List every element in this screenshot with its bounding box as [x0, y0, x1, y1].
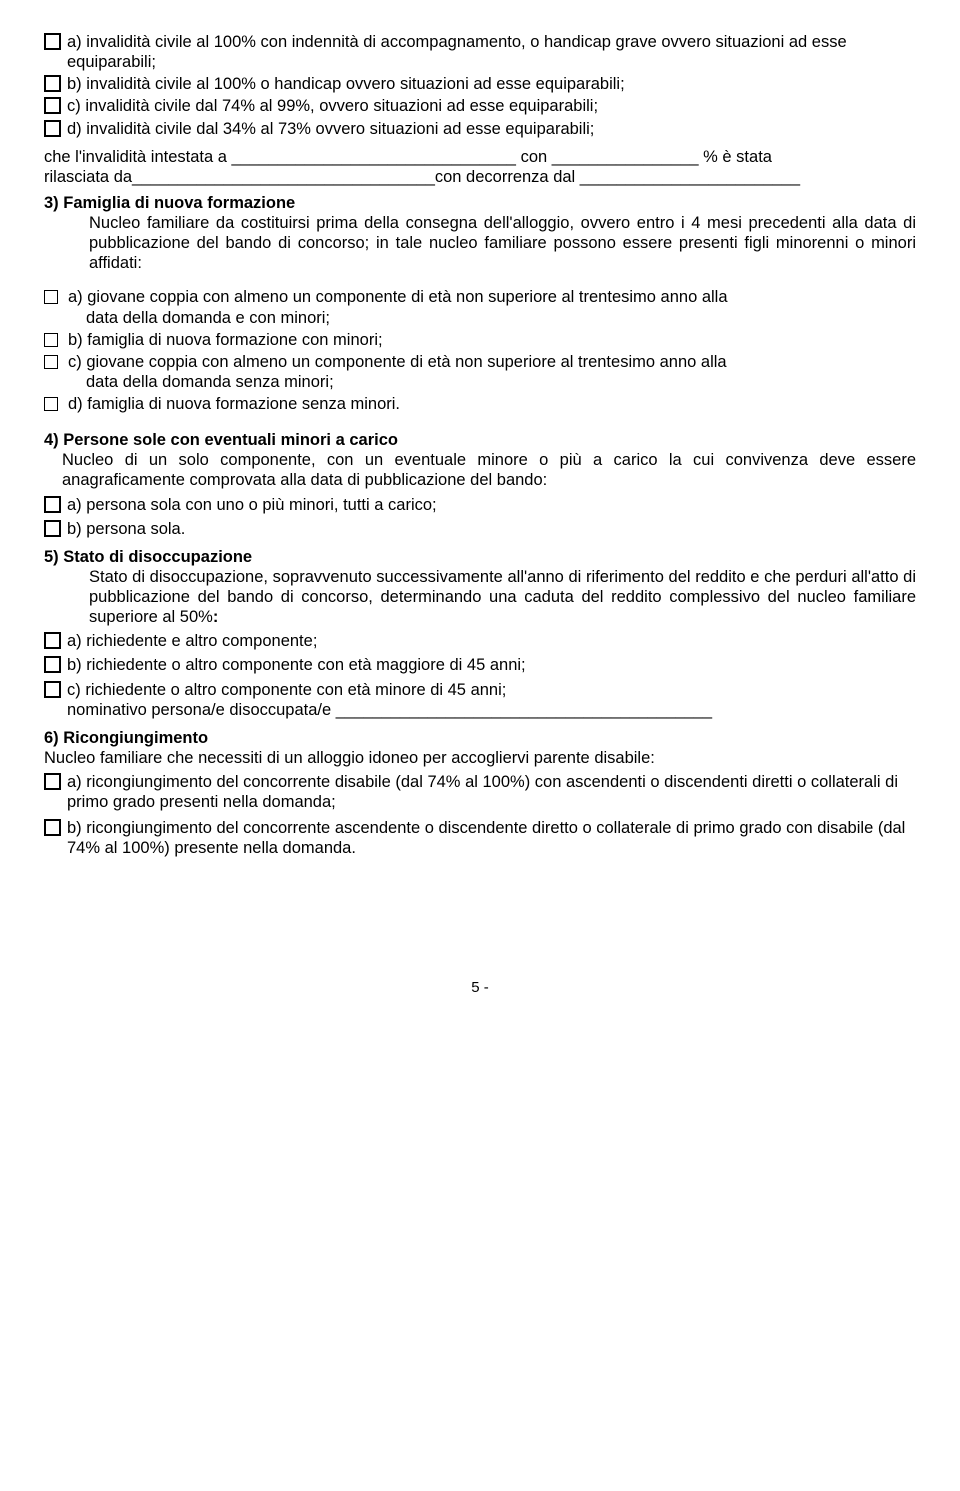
fill-line: nominativo persona/e disoccupata/e _____…: [67, 700, 916, 720]
checkbox-row: b) richiedente o altro componente con et…: [44, 655, 916, 675]
option-text: b) invalidità civile al 100% o handicap …: [67, 75, 625, 93]
checkbox-row: d) invalidità civile dal 34% al 73% ovve…: [44, 119, 916, 139]
option-text-cont: data della domanda senza minori;: [68, 372, 916, 392]
checkbox-row: a) richiedente e altro componente;: [44, 631, 916, 651]
option-text: c) giovane coppia con almeno un componen…: [68, 352, 916, 372]
checkbox[interactable]: [44, 120, 61, 137]
option-text: a) richiedente e altro componente;: [67, 632, 317, 650]
checkbox[interactable]: [44, 333, 58, 347]
section-title: 5) Stato di disoccupazione: [44, 547, 916, 567]
checkbox-row: a) ricongiungimento del concorrente disa…: [44, 772, 916, 812]
option-text: c) richiedente o altro componente con et…: [67, 680, 916, 700]
checkbox[interactable]: [44, 496, 61, 513]
checkbox[interactable]: [44, 656, 61, 673]
checkbox[interactable]: [44, 290, 58, 304]
option-text: a) invalidità civile al 100% con indenni…: [67, 33, 847, 71]
option-text: b) famiglia di nuova formazione con mino…: [68, 331, 383, 349]
option-text: c) invalidità civile dal 74% al 99%, ovv…: [67, 97, 598, 115]
section-desc: Stato di disoccupazione, sopravvenuto su…: [44, 567, 916, 627]
section-title: 4) Persone sole con eventuali minori a c…: [44, 430, 916, 450]
checkbox-row: b) famiglia di nuova formazione con mino…: [44, 330, 916, 350]
section-desc: Nucleo di un solo componente, con un eve…: [44, 450, 916, 490]
section-title: 6) Ricongiungimento: [44, 728, 916, 748]
checkbox[interactable]: [44, 397, 58, 411]
option-text: b) richiedente o altro componente con et…: [67, 656, 526, 674]
section-desc: Nucleo familiare che necessiti di un all…: [44, 748, 916, 768]
checkbox[interactable]: [44, 355, 58, 369]
checkbox-row: b) ricongiungimento del concorrente asce…: [44, 818, 916, 858]
checkbox-row: b) invalidità civile al 100% o handicap …: [44, 74, 916, 94]
option-text: d) invalidità civile dal 34% al 73% ovve…: [67, 120, 594, 138]
option-text: a) persona sola con uno o più minori, tu…: [67, 496, 437, 514]
checkbox[interactable]: [44, 33, 61, 50]
option-text: d) famiglia di nuova formazione senza mi…: [68, 395, 400, 413]
checkbox-row: c) giovane coppia con almeno un componen…: [44, 352, 916, 392]
option-text: b) persona sola.: [67, 520, 185, 538]
checkbox[interactable]: [44, 681, 61, 698]
fill-line: che l'invalidità intestata a ___________…: [44, 147, 916, 167]
page-number: 5 -: [44, 979, 916, 997]
option-text: b) ricongiungimento del concorrente asce…: [67, 819, 905, 857]
checkbox-row: a) persona sola con uno o più minori, tu…: [44, 495, 916, 515]
fill-line: rilasciata da___________________________…: [44, 167, 916, 187]
checkbox-row: d) famiglia di nuova formazione senza mi…: [44, 394, 916, 414]
checkbox-row: c) invalidità civile dal 74% al 99%, ovv…: [44, 96, 916, 116]
checkbox[interactable]: [44, 819, 61, 836]
option-text: a) giovane coppia con almeno un componen…: [68, 287, 916, 307]
checkbox[interactable]: [44, 97, 61, 114]
checkbox[interactable]: [44, 773, 61, 790]
section-title: 3) Famiglia di nuova formazione: [44, 193, 916, 213]
checkbox-row: c) richiedente o altro componente con et…: [44, 680, 916, 720]
checkbox-row: a) giovane coppia con almeno un componen…: [44, 287, 916, 327]
option-text: a) ricongiungimento del concorrente disa…: [67, 773, 898, 811]
checkbox-row: a) invalidità civile al 100% con indenni…: [44, 32, 916, 72]
checkbox[interactable]: [44, 520, 61, 537]
checkbox-row: b) persona sola.: [44, 519, 916, 539]
checkbox[interactable]: [44, 632, 61, 649]
section-desc: Nucleo familiare da costituirsi prima de…: [44, 213, 916, 273]
checkbox[interactable]: [44, 75, 61, 92]
option-text-cont: data della domanda e con minori;: [68, 308, 916, 328]
